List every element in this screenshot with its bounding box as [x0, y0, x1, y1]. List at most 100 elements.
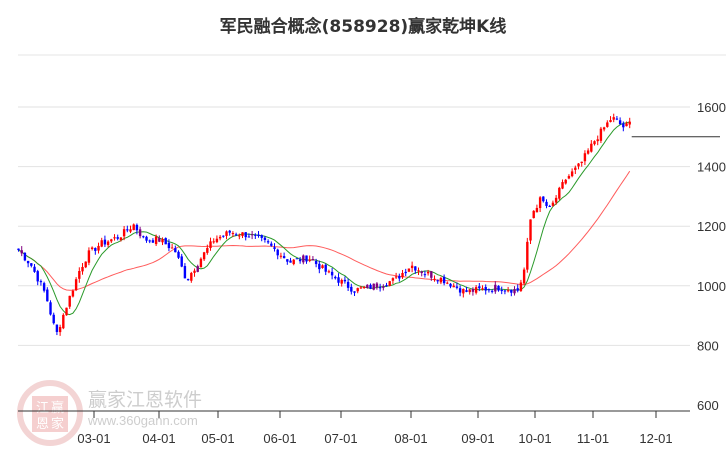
candle-body	[442, 276, 446, 284]
candle-body	[138, 229, 142, 237]
x-tick-label: 08-01	[394, 431, 427, 446]
x-tick-label: 04-01	[142, 431, 175, 446]
x-axis-ticks: 03-01 04-01 05-01 06-01 07-01 08-01 09-01 10-01…	[77, 411, 673, 446]
candle-body	[286, 259, 289, 262]
candle-body	[420, 271, 423, 274]
candle-body	[74, 279, 78, 291]
candle-body	[113, 237, 116, 239]
candle-body	[583, 153, 587, 162]
candle-body	[174, 248, 177, 253]
candle-body	[385, 285, 388, 287]
candle-body	[433, 278, 436, 280]
candle-body	[62, 314, 65, 329]
candle-body	[577, 163, 580, 167]
candle-body	[94, 248, 97, 251]
candle-body	[378, 287, 382, 289]
candle-body	[503, 290, 507, 292]
candle-body	[218, 236, 222, 239]
candle-body	[622, 123, 625, 128]
candle-body	[119, 237, 123, 240]
candle-body	[196, 266, 199, 272]
candle-body	[289, 260, 292, 263]
y-tick-label: 1200	[697, 219, 726, 234]
candle-body	[84, 261, 87, 268]
candle-body	[282, 256, 286, 259]
candle-body	[68, 295, 71, 307]
candle-body	[625, 123, 628, 127]
y-tick-label: 800	[697, 338, 719, 353]
watermark-logo-box	[32, 396, 68, 432]
x-tick-label: 06-01	[263, 431, 296, 446]
candle-body	[526, 241, 529, 270]
candle-body	[238, 235, 241, 237]
candle-body	[455, 286, 459, 288]
candle-body	[244, 232, 247, 238]
candle-body	[481, 288, 484, 290]
candle-body	[33, 266, 36, 272]
moving-averages	[18, 121, 631, 316]
candle-body	[602, 127, 606, 130]
watermark-url: www.360gann.com	[87, 413, 198, 428]
candle-body	[215, 238, 219, 243]
candle-body	[545, 201, 548, 206]
candle-body	[596, 139, 599, 142]
candle-body	[42, 283, 46, 291]
candle-body	[78, 271, 81, 279]
candle-body	[225, 231, 228, 236]
candle-body	[564, 179, 567, 184]
candle-body	[23, 252, 27, 261]
candle-body	[615, 118, 619, 120]
candle-body	[580, 161, 583, 164]
candle-body	[247, 236, 251, 238]
candle-body	[55, 324, 59, 332]
candle-body	[487, 289, 491, 291]
candle-body	[228, 230, 231, 233]
candle-body	[126, 229, 129, 231]
candle-body	[106, 241, 110, 245]
candle-body	[426, 271, 430, 274]
candle-body	[257, 234, 260, 237]
candle-body	[103, 239, 107, 245]
candle-body	[414, 266, 417, 271]
candle-body	[337, 277, 340, 283]
candle-body	[260, 235, 263, 238]
candle-body	[350, 286, 353, 292]
candle-body	[542, 196, 545, 202]
candle-body	[394, 276, 398, 278]
candle-body	[391, 278, 395, 281]
candle-body	[458, 288, 462, 293]
y-tick-label: 600	[697, 398, 719, 413]
y-tick-label: 1400	[697, 160, 726, 175]
candle-body	[359, 287, 363, 289]
candle-body	[558, 187, 561, 199]
candle-body	[327, 271, 331, 273]
candle-body	[318, 263, 321, 270]
candle-body	[36, 271, 39, 282]
candle-body	[593, 141, 596, 145]
x-tick-label: 05-01	[201, 431, 234, 446]
candle-body	[410, 265, 414, 269]
candle-body	[586, 150, 590, 154]
candle-body	[561, 182, 564, 189]
candle-body	[372, 283, 375, 290]
candle-body	[398, 276, 401, 279]
candle-body	[404, 271, 407, 274]
candle-body	[612, 117, 615, 120]
candle-body	[273, 247, 276, 249]
candle-body	[334, 276, 337, 279]
candle-body	[574, 167, 577, 170]
candle-body	[81, 266, 84, 272]
candle-body	[49, 302, 52, 315]
candle-body	[276, 249, 279, 256]
candle-body	[263, 237, 267, 240]
candle-body	[110, 239, 113, 242]
candle-body	[241, 232, 244, 236]
candle-body	[164, 238, 167, 245]
y-tick-label: 1000	[697, 279, 726, 294]
candle-body	[478, 286, 481, 289]
candle-body	[90, 247, 94, 249]
candle-body	[190, 272, 193, 281]
candle-body	[343, 279, 347, 282]
candle-body	[308, 259, 311, 261]
candle-body	[295, 258, 299, 260]
